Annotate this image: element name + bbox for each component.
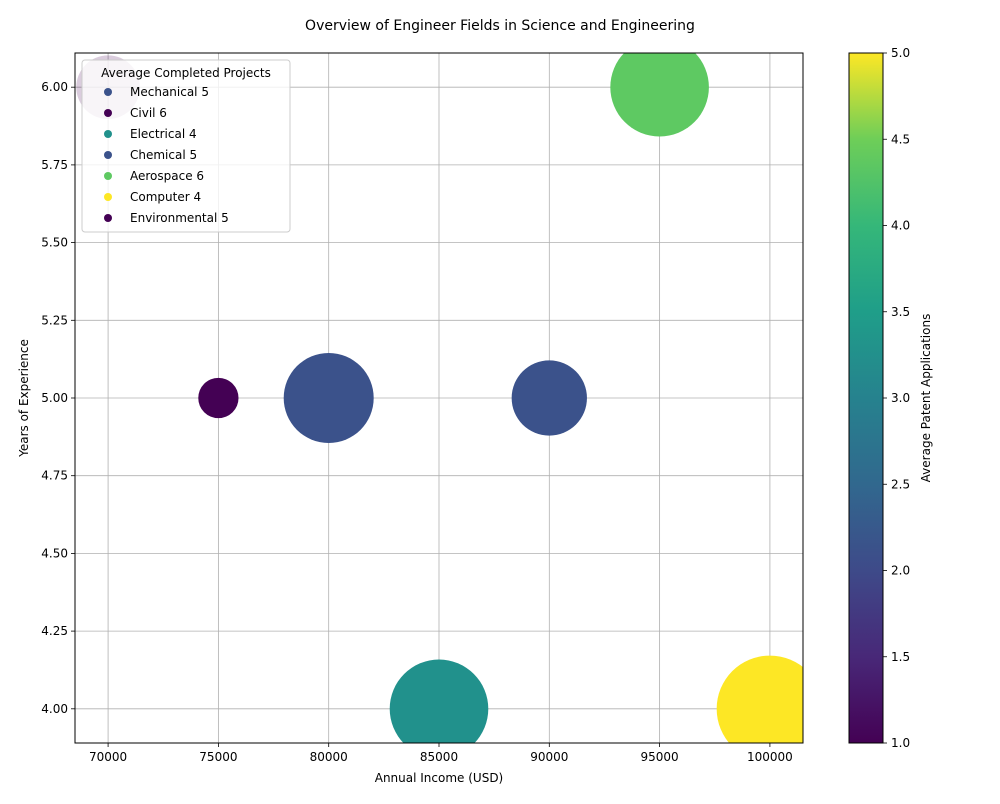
legend-marker: [104, 151, 112, 159]
colorbar-tick-label: 4.5: [891, 132, 910, 146]
legend-entries: Mechanical 5 Civil 6 Electrical 4 Chemical …: [104, 85, 229, 225]
y-tick-label: 6.00: [41, 80, 68, 94]
colorbar-tick-label: 1.0: [891, 736, 910, 750]
chart-title: Overview of Engineer Fields in Science a…: [305, 18, 695, 34]
legend-entry-label: Electrical 4: [130, 127, 197, 141]
legend-marker: [104, 109, 112, 117]
y-tick-label: 4.00: [41, 702, 68, 716]
x-axis-ticks: 70000 75000 80000 85000 90000 95000 100000: [89, 743, 793, 764]
colorbar-gradient: [848, 52, 884, 744]
colorbar-tick-label: 2.0: [891, 564, 910, 578]
x-tick-label: 90000: [530, 750, 568, 764]
data-bubble: [198, 377, 239, 419]
colorbar-ticks: 1.0 1.5 2.0 2.5 3.0 3.5 4.0 4.5 5.0: [883, 46, 910, 750]
colorbar: 1.0 1.5 2.0 2.5 3.0 3.5 4.0 4.5 5.0 Average Pate…: [848, 46, 933, 750]
y-tick-label: 5.50: [41, 236, 68, 250]
colorbar-tick-label: 2.5: [891, 477, 910, 491]
y-tick-label: 5.25: [41, 313, 68, 327]
legend-entry-label: Computer 4: [130, 190, 201, 204]
colorbar-tick-label: 3.5: [891, 305, 910, 319]
legend-marker: [104, 172, 112, 180]
data-bubble: [716, 655, 803, 743]
y-tick-label: 5.75: [41, 158, 68, 172]
colorbar-tick-label: 1.5: [891, 650, 910, 664]
y-tick-label: 4.25: [41, 624, 68, 638]
y-tick-label: 4.75: [41, 469, 68, 483]
colorbar-tick-label: 4.0: [891, 219, 910, 233]
legend-entry-label: Chemical 5: [130, 148, 197, 162]
x-tick-label: 100000: [747, 750, 793, 764]
colorbar-label: Average Patent Applications: [919, 314, 933, 483]
x-tick-label: 80000: [310, 750, 348, 764]
x-tick-label: 95000: [641, 750, 679, 764]
x-tick-label: 70000: [89, 750, 127, 764]
legend-marker: [104, 88, 112, 96]
legend-marker: [104, 193, 112, 201]
legend-title: Average Completed Projects: [101, 66, 271, 80]
x-tick-label: 75000: [199, 750, 237, 764]
y-axis-label: Years of Experience: [17, 339, 31, 458]
legend-marker: [104, 214, 112, 222]
legend-entry-label: Mechanical 5: [130, 85, 209, 99]
legend-entry-label: Civil 6: [130, 106, 167, 120]
legend: Average Completed Projects Mechanical 5 C…: [81, 59, 291, 233]
y-axis-ticks: 4.00 4.25 4.50 4.75 5.00 5.25 5.50 5.75 6.00: [41, 80, 75, 716]
bubble-layer: [76, 53, 803, 743]
data-bubble: [389, 659, 489, 743]
data-bubble: [283, 353, 374, 443]
legend-box: [81, 59, 291, 233]
legend-marker: [104, 130, 112, 138]
colorbar-tick-label: 3.0: [891, 391, 910, 405]
x-axis-label: Annual Income (USD): [375, 771, 504, 785]
data-bubble: [511, 360, 587, 436]
x-tick-label: 85000: [420, 750, 458, 764]
y-tick-label: 5.00: [41, 391, 68, 405]
legend-entry-label: Aerospace 6: [130, 169, 204, 183]
y-tick-label: 4.50: [41, 546, 68, 560]
data-bubble: [610, 53, 709, 137]
colorbar-tick-label: 5.0: [891, 46, 910, 60]
legend-entry-label: Environmental 5: [130, 211, 229, 225]
